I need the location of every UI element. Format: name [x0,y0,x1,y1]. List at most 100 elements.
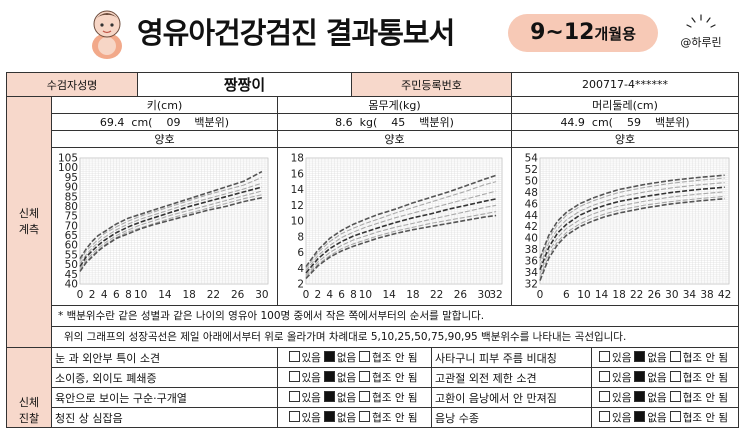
exam-row: 소이증, 외이도 폐쇄증 있음 없음 협조 안 됨 고관절 외전 제한 소견 있음 없… [7,367,740,388]
exam-row: 신체 진찰 눈 과 외안부 특이 소견 있음 없음 협조 안 됨 사타구니 피부 주… [6,347,740,428]
y-tick-label: 60 [65,240,78,252]
percentile-curve-5 [539,197,725,281]
checkbox[interactable] [599,351,611,362]
percentile-curve-10 [539,195,725,278]
checkbox[interactable] [323,371,335,382]
percentile-curve-50 [305,198,497,274]
checkbox-label: 협조 안 됨 [682,372,729,384]
y-tick-label: 2 [297,279,304,291]
x-tick-label: 26 [454,289,468,301]
checkbox[interactable] [323,351,335,362]
exam-item: 음낭 수종 [431,407,593,428]
x-tick-label: 30 [665,289,678,301]
age-unit: 개월용 [594,25,636,43]
x-tick-label: 30 [255,289,268,301]
checkbox-label: 없음 [336,352,357,364]
exam-item: 사타구니 피부 주름 비대칭 [431,347,593,368]
checkbox-label: 있음 [612,392,632,404]
percentile-curve-25 [79,190,263,269]
height-value: 69.4 cm( 09 백분위) [50,113,279,131]
checkbox[interactable] [634,391,646,402]
weight-value: 8.6 kg( 45 백분위) [277,113,513,131]
y-tick-label: 95 [65,172,78,184]
report-header: 영유아건강검진 결과통보서 9~12개월용 @하루린 [0,0,743,68]
y-tick-label: 10 [291,216,304,228]
y-tick-label: 50 [65,259,78,271]
exam-item: 육안으로 보이는 구순·구개열 [50,387,279,408]
head-chart-cell: 54 52 50 48 46 44 42 40 38 36 34 32 0 6 10 14 18 22 26 30 34… [511,147,740,306]
checkbox-label: 있음 [301,392,321,404]
x-tick-label: 8 [125,289,132,301]
patient-name: 짱짱이 [137,72,353,97]
section-physical-exam: 신체 진찰 [6,347,52,428]
head-label: 머리둘레(cm) [511,96,740,114]
exam-options: 있음 없음 협조 안 됨 [591,407,740,428]
checkbox[interactable] [359,351,371,362]
percentile-note-1: * 백분위수란 같은 성별과 같은 나이의 영유아 100명 중에서 작은 쪽에… [50,305,740,327]
weight-status: 양호 [277,130,513,148]
checkbox[interactable] [359,411,371,422]
checkbox[interactable] [323,391,335,402]
checkbox-label: 없음 [336,392,357,404]
y-tick-label: 52 [525,164,538,176]
weight-chart-cell: 18 16 14 12 10 8 6 4 2 0 2 4 6 8 10 14 18 22 26 30 32 [277,147,513,306]
checkbox[interactable] [599,371,611,382]
x-tick-label: 22 [430,289,443,301]
checkbox[interactable] [634,351,646,362]
exam-item: 눈 과 외안부 특이 소견 [50,347,279,368]
checkbox[interactable] [669,391,681,402]
name-label: 수검자성명 [5,72,139,97]
checkbox-label: 없음 [336,372,357,384]
head-value: 44.9 cm( 59 백분위) [511,113,740,131]
exam-options: 있음 없음 협조 안 됨 [591,367,740,388]
x-tick-label: 8 [350,289,357,301]
section-body-measure: 신체 계측 [6,96,52,348]
exam-options: 있음 없음 협조 안 됨 [277,407,433,428]
checkbox[interactable] [288,391,300,402]
age-badge: 9~12개월용 [508,14,658,52]
y-tick-label: 100 [58,162,78,174]
checkbox-label: 협조 안 됨 [372,352,418,364]
x-tick-label: 38 [700,289,713,301]
checkbox[interactable] [359,371,371,382]
checkbox-label: 있음 [301,352,321,364]
exam-options: 있음 없음 협조 안 됨 [277,367,433,388]
y-tick-label: 32 [525,279,538,291]
x-tick-label: 26 [648,289,662,301]
checkbox[interactable] [599,391,611,402]
checkbox[interactable] [634,411,646,422]
exam-item: 소이증, 외이도 폐쇄증 [50,367,279,388]
exam-options: 있음 없음 협조 안 됨 [277,387,433,408]
checkbox[interactable] [288,411,300,422]
checkbox[interactable] [669,371,681,382]
x-tick-label: 6 [338,289,345,301]
checkbox[interactable] [288,351,300,362]
checkbox[interactable] [323,411,335,422]
checkbox[interactable] [669,351,681,362]
checkbox[interactable] [359,391,371,402]
y-tick-label: 40 [65,279,78,291]
y-tick-label: 38 [525,244,538,256]
checkbox-label: 있음 [612,372,632,384]
checkbox[interactable] [634,371,646,382]
checkbox[interactable] [669,411,681,422]
checkbox[interactable] [599,411,611,422]
result-table: 수검자성명 짱짱이 주민등록번호 200717-4****** 신체 계측 키(… [5,72,740,428]
checkbox-label: 있음 [301,412,321,424]
y-tick-label: 46 [525,198,539,210]
y-tick-label: 90 [65,182,78,194]
watermark-text: @하루린 [680,36,722,49]
percentile-curve-5 [79,196,263,272]
x-tick-label: 18 [406,289,419,301]
y-tick-label: 65 [65,230,78,242]
percentile-curve-10 [305,211,497,278]
x-tick-label: 14 [595,289,609,301]
x-tick-label: 22 [630,289,643,301]
checkbox[interactable] [288,371,300,382]
y-tick-label: 50 [525,175,538,187]
y-tick-label: 16 [291,168,305,180]
percentile-curve-75 [305,190,497,271]
x-tick-label: 0 [303,289,310,301]
y-tick-label: 80 [65,201,78,213]
